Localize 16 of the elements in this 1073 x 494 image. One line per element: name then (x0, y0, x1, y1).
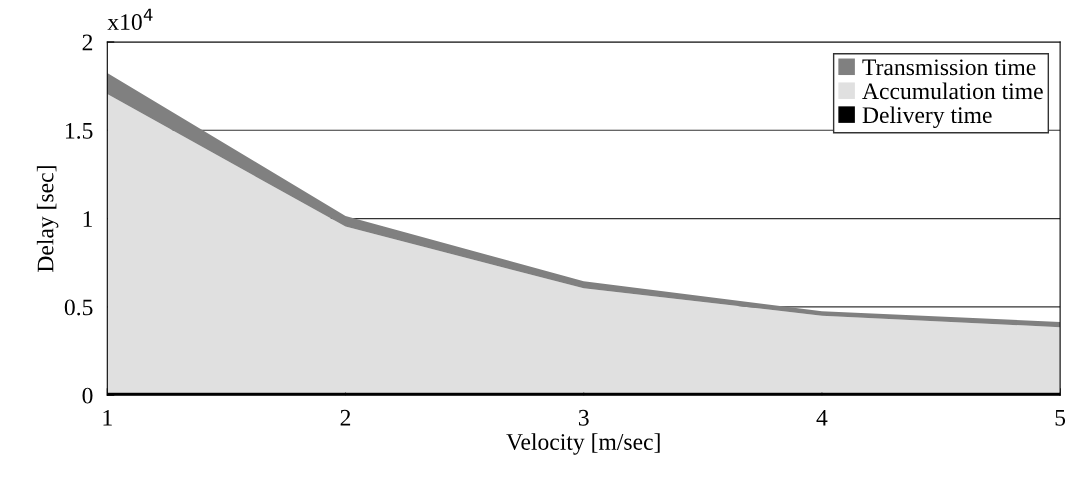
x-tick-label: 2 (340, 409, 351, 426)
x-axis-title: Velocity [m/sec] (506, 433, 660, 455)
x-tick-label: 5 (1055, 410, 1066, 426)
x-tick-label: 3 (578, 409, 589, 426)
y-tick-label: 0.5 (64, 299, 93, 316)
legend-label: Transmission time (862, 59, 1036, 76)
x-tick-label: 1 (103, 409, 112, 426)
y-tick-label: 1 (83, 211, 92, 227)
y-tick-label: 2 (82, 34, 93, 51)
x-tick-label: 4 (816, 409, 828, 426)
y-tick-label: 1.5 (65, 122, 93, 139)
legend-label: Delivery time (862, 106, 992, 128)
y-tick-label: 0 (82, 387, 93, 404)
text: x10$^{4}$ (107, 8, 153, 30)
legend-label: Accumulation time (862, 82, 1043, 100)
y-axis-title: Delay [sec] (36, 166, 59, 272)
